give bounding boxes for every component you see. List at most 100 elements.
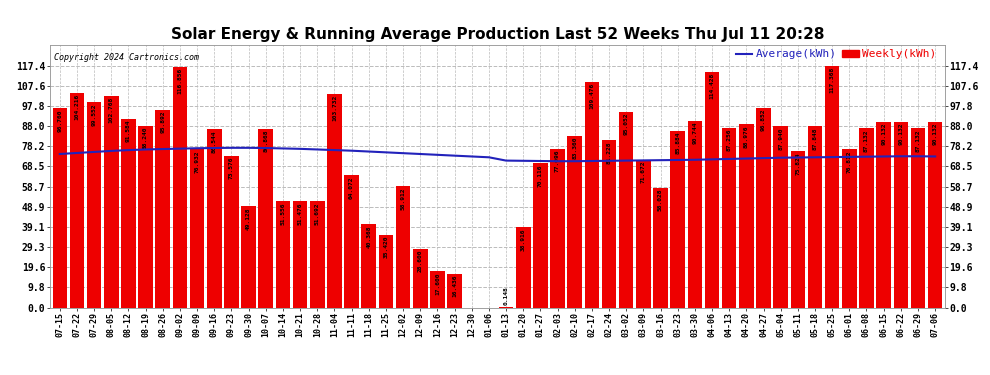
Bar bbox=[242, 206, 255, 308]
Bar bbox=[825, 66, 840, 308]
Bar bbox=[224, 156, 239, 308]
Bar bbox=[636, 160, 650, 308]
Text: 90.132: 90.132 bbox=[881, 123, 886, 146]
Bar bbox=[139, 126, 152, 308]
Bar bbox=[859, 128, 874, 308]
Bar bbox=[413, 249, 428, 308]
Text: 90.132: 90.132 bbox=[898, 123, 903, 146]
Bar bbox=[773, 126, 788, 308]
Text: 87.848: 87.848 bbox=[813, 128, 818, 150]
Text: 117.368: 117.368 bbox=[830, 67, 835, 93]
Bar bbox=[928, 122, 942, 308]
Bar bbox=[293, 201, 307, 308]
Text: 104.216: 104.216 bbox=[74, 94, 79, 120]
Bar bbox=[327, 94, 342, 308]
Text: 86.544: 86.544 bbox=[212, 130, 217, 153]
Bar bbox=[378, 234, 393, 308]
Bar bbox=[842, 149, 856, 308]
Bar bbox=[275, 201, 290, 308]
Text: 76.812: 76.812 bbox=[846, 150, 851, 173]
Text: 90.132: 90.132 bbox=[933, 123, 938, 146]
Text: 88.240: 88.240 bbox=[144, 127, 148, 149]
Bar bbox=[619, 112, 634, 308]
Bar bbox=[104, 96, 119, 308]
Text: Copyright 2024 Cartronics.com: Copyright 2024 Cartronics.com bbox=[54, 53, 199, 62]
Text: 51.476: 51.476 bbox=[298, 202, 303, 225]
Text: 109.476: 109.476 bbox=[589, 83, 594, 109]
Text: 95.892: 95.892 bbox=[160, 111, 165, 134]
Bar bbox=[688, 120, 702, 308]
Bar bbox=[447, 274, 462, 308]
Bar bbox=[756, 108, 771, 308]
Bar bbox=[52, 108, 67, 308]
Bar bbox=[911, 128, 926, 308]
Text: 81.228: 81.228 bbox=[607, 141, 612, 164]
Bar bbox=[705, 72, 720, 308]
Text: 87.940: 87.940 bbox=[778, 128, 783, 150]
Text: 71.672: 71.672 bbox=[641, 161, 645, 183]
Bar bbox=[876, 122, 891, 308]
Bar bbox=[567, 136, 582, 308]
Text: 28.600: 28.600 bbox=[418, 250, 423, 272]
Bar bbox=[791, 151, 805, 308]
Text: 0.148: 0.148 bbox=[504, 287, 509, 306]
Text: 49.128: 49.128 bbox=[247, 207, 251, 230]
Bar bbox=[258, 129, 273, 308]
Legend: Average(kWh), Weekly(kWh): Average(kWh), Weekly(kWh) bbox=[732, 45, 940, 64]
Text: 95.052: 95.052 bbox=[624, 112, 629, 135]
Bar bbox=[533, 163, 547, 308]
Text: 77.096: 77.096 bbox=[555, 150, 560, 172]
Text: 51.556: 51.556 bbox=[280, 202, 285, 225]
Text: 116.856: 116.856 bbox=[177, 68, 182, 94]
Text: 87.132: 87.132 bbox=[864, 129, 869, 152]
Bar bbox=[722, 128, 737, 308]
Bar bbox=[396, 186, 411, 308]
Text: 83.360: 83.360 bbox=[572, 137, 577, 159]
Bar bbox=[550, 148, 565, 308]
Bar bbox=[172, 67, 187, 308]
Text: 17.600: 17.600 bbox=[435, 272, 440, 295]
Title: Solar Energy & Running Average Production Last 52 Weeks Thu Jul 11 20:28: Solar Energy & Running Average Productio… bbox=[170, 27, 825, 42]
Bar bbox=[894, 122, 908, 308]
Text: 96.760: 96.760 bbox=[57, 109, 62, 132]
Text: 58.028: 58.028 bbox=[658, 189, 663, 211]
Text: 86.868: 86.868 bbox=[263, 129, 268, 152]
Bar bbox=[345, 176, 359, 308]
Bar bbox=[361, 224, 376, 308]
Text: 16.436: 16.436 bbox=[452, 274, 457, 297]
Bar bbox=[87, 102, 101, 308]
Text: 76.932: 76.932 bbox=[195, 150, 200, 172]
Bar bbox=[190, 149, 204, 308]
Text: 90.744: 90.744 bbox=[692, 122, 697, 144]
Text: 73.576: 73.576 bbox=[229, 157, 234, 179]
Text: 96.852: 96.852 bbox=[761, 109, 766, 132]
Bar bbox=[121, 119, 136, 308]
Text: 64.072: 64.072 bbox=[349, 177, 354, 199]
Text: 87.256: 87.256 bbox=[727, 129, 732, 151]
Text: 114.428: 114.428 bbox=[710, 73, 715, 99]
Text: 35.420: 35.420 bbox=[383, 236, 388, 258]
Bar bbox=[310, 201, 325, 308]
Bar bbox=[516, 227, 531, 308]
Bar bbox=[602, 140, 617, 308]
Bar bbox=[69, 93, 84, 308]
Bar bbox=[808, 126, 823, 308]
Text: 88.976: 88.976 bbox=[743, 125, 748, 148]
Text: 102.768: 102.768 bbox=[109, 97, 114, 123]
Bar bbox=[430, 271, 445, 308]
Bar bbox=[584, 82, 599, 308]
Text: 103.732: 103.732 bbox=[332, 95, 337, 121]
Bar bbox=[740, 124, 753, 308]
Text: 51.692: 51.692 bbox=[315, 202, 320, 225]
Text: 99.552: 99.552 bbox=[92, 104, 97, 126]
Bar bbox=[670, 130, 685, 308]
Text: 91.584: 91.584 bbox=[126, 120, 131, 142]
Text: 40.368: 40.368 bbox=[366, 225, 371, 248]
Text: 75.824: 75.824 bbox=[795, 152, 800, 175]
Bar bbox=[207, 129, 222, 308]
Text: 87.132: 87.132 bbox=[916, 129, 921, 152]
Text: 58.912: 58.912 bbox=[401, 187, 406, 210]
Text: 85.884: 85.884 bbox=[675, 132, 680, 154]
Bar bbox=[155, 110, 170, 308]
Text: 70.116: 70.116 bbox=[538, 164, 543, 186]
